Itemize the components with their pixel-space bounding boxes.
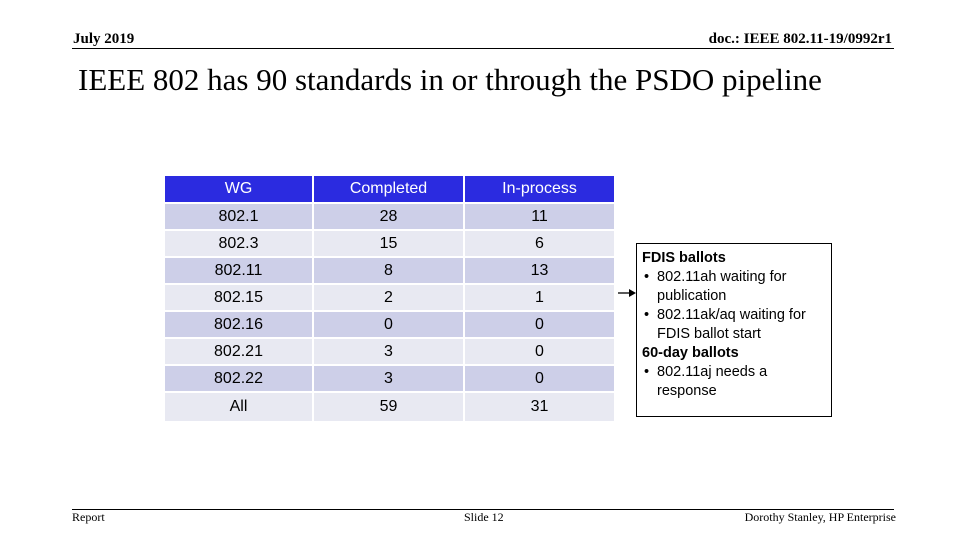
cell-wg: 802.11: [163, 256, 314, 285]
header-date: July 2019: [73, 31, 135, 47]
cell-completed: 28: [312, 202, 465, 231]
standards-table: WG Completed In-process 802.1 28 11 802.…: [163, 174, 616, 423]
cell-wg: All: [163, 391, 314, 423]
footer-slide-number: Slide 12: [464, 510, 504, 524]
note-heading-60-day: 60-day ballots: [642, 345, 739, 361]
list-item: 802.11aj needs a response: [642, 363, 825, 401]
footer-report: Report: [72, 510, 105, 524]
ballot-notes-box: FDIS ballots 802.11ah waiting for public…: [636, 243, 832, 417]
list-item: 802.11ah waiting for publication: [642, 268, 825, 306]
header-rule: [72, 48, 894, 49]
cell-in-process: 13: [463, 256, 616, 285]
cell-in-process: 31: [463, 391, 616, 423]
cell-completed: 0: [312, 310, 465, 339]
table-row: 802.22 3 0: [163, 364, 616, 393]
cell-in-process: 0: [463, 364, 616, 393]
footer-rule: [72, 509, 894, 510]
header-doc-id: doc.: IEEE 802.11-19/0992r1: [708, 31, 892, 47]
table-row: 802.3 15 6: [163, 229, 616, 258]
column-header-in-process: In-process: [463, 174, 616, 204]
cell-wg: 802.3: [163, 229, 314, 258]
table-header-row: WG Completed In-process: [163, 174, 616, 204]
sixty-day-list: 802.11aj needs a response: [642, 363, 825, 401]
cell-completed: 59: [312, 391, 465, 423]
slide-title: IEEE 802 has 90 standards in or through …: [78, 62, 822, 97]
cell-in-process: 0: [463, 310, 616, 339]
cell-in-process: 6: [463, 229, 616, 258]
table-row: 802.21 3 0: [163, 337, 616, 366]
cell-wg: 802.1: [163, 202, 314, 231]
cell-wg: 802.15: [163, 283, 314, 312]
note-heading-fdis: FDIS ballots: [642, 250, 726, 266]
table-row-total: All 59 31: [163, 391, 616, 423]
cell-wg: 802.21: [163, 337, 314, 366]
fdis-list: 802.11ah waiting for publication 802.11a…: [642, 268, 825, 344]
table-row: 802.16 0 0: [163, 310, 616, 339]
cell-completed: 3: [312, 337, 465, 366]
cell-wg: 802.22: [163, 364, 314, 393]
cell-in-process: 1: [463, 283, 616, 312]
cell-completed: 3: [312, 364, 465, 393]
cell-completed: 8: [312, 256, 465, 285]
cell-wg: 802.16: [163, 310, 314, 339]
column-header-completed: Completed: [312, 174, 465, 204]
footer-author: Dorothy Stanley, HP Enterprise: [744, 510, 896, 524]
cell-in-process: 0: [463, 337, 616, 366]
cell-in-process: 11: [463, 202, 616, 231]
table-row: 802.11 8 13: [163, 256, 616, 285]
list-item: 802.11ak/aq waiting for FDIS ballot star…: [642, 306, 825, 344]
arrow-right-icon: [618, 289, 636, 297]
cell-completed: 15: [312, 229, 465, 258]
cell-completed: 2: [312, 283, 465, 312]
column-header-wg: WG: [163, 174, 314, 204]
table-row: 802.15 2 1: [163, 283, 616, 312]
table-row: 802.1 28 11: [163, 202, 616, 231]
